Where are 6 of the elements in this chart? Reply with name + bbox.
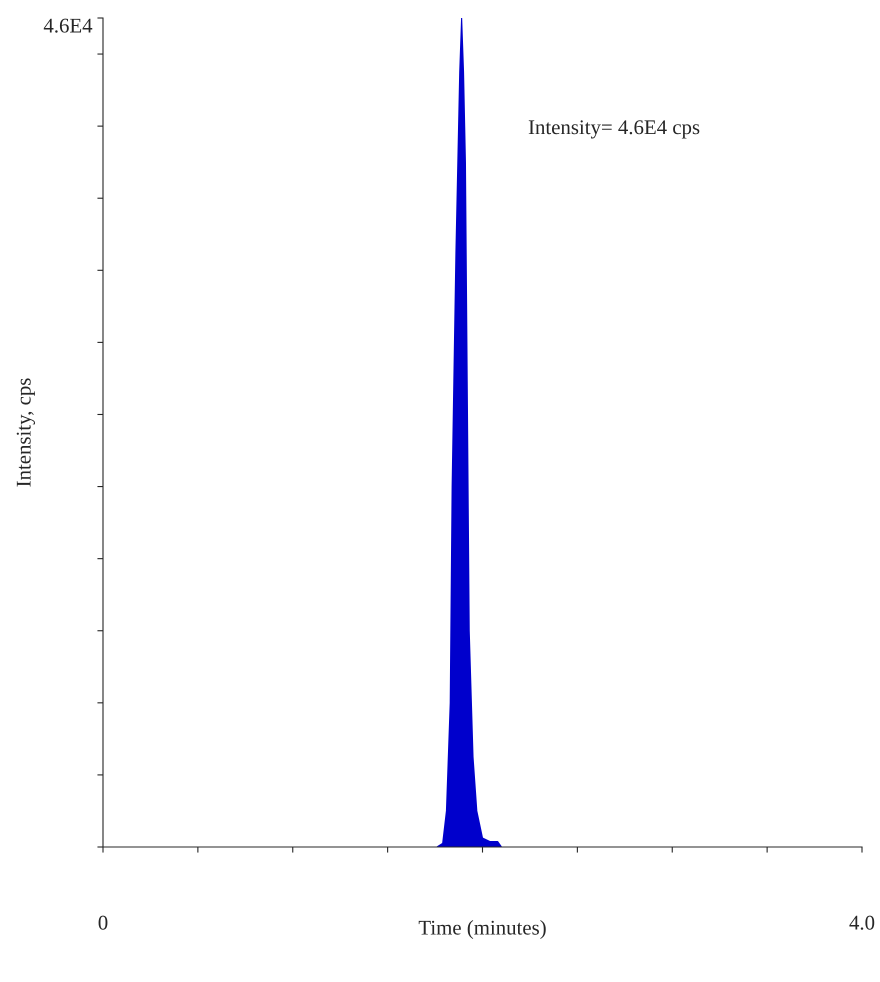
annotation: Intensity= 4.6E4 cps <box>528 120 700 139</box>
y-tick-label: 4.6E4 <box>44 18 92 33</box>
x-axis-title: Time (minutes) <box>418 920 546 939</box>
y-axis-title: Intensity, cps <box>16 378 35 487</box>
x-tick-label: 4.0 <box>849 916 874 930</box>
x-tick-label: 0 <box>98 916 108 930</box>
